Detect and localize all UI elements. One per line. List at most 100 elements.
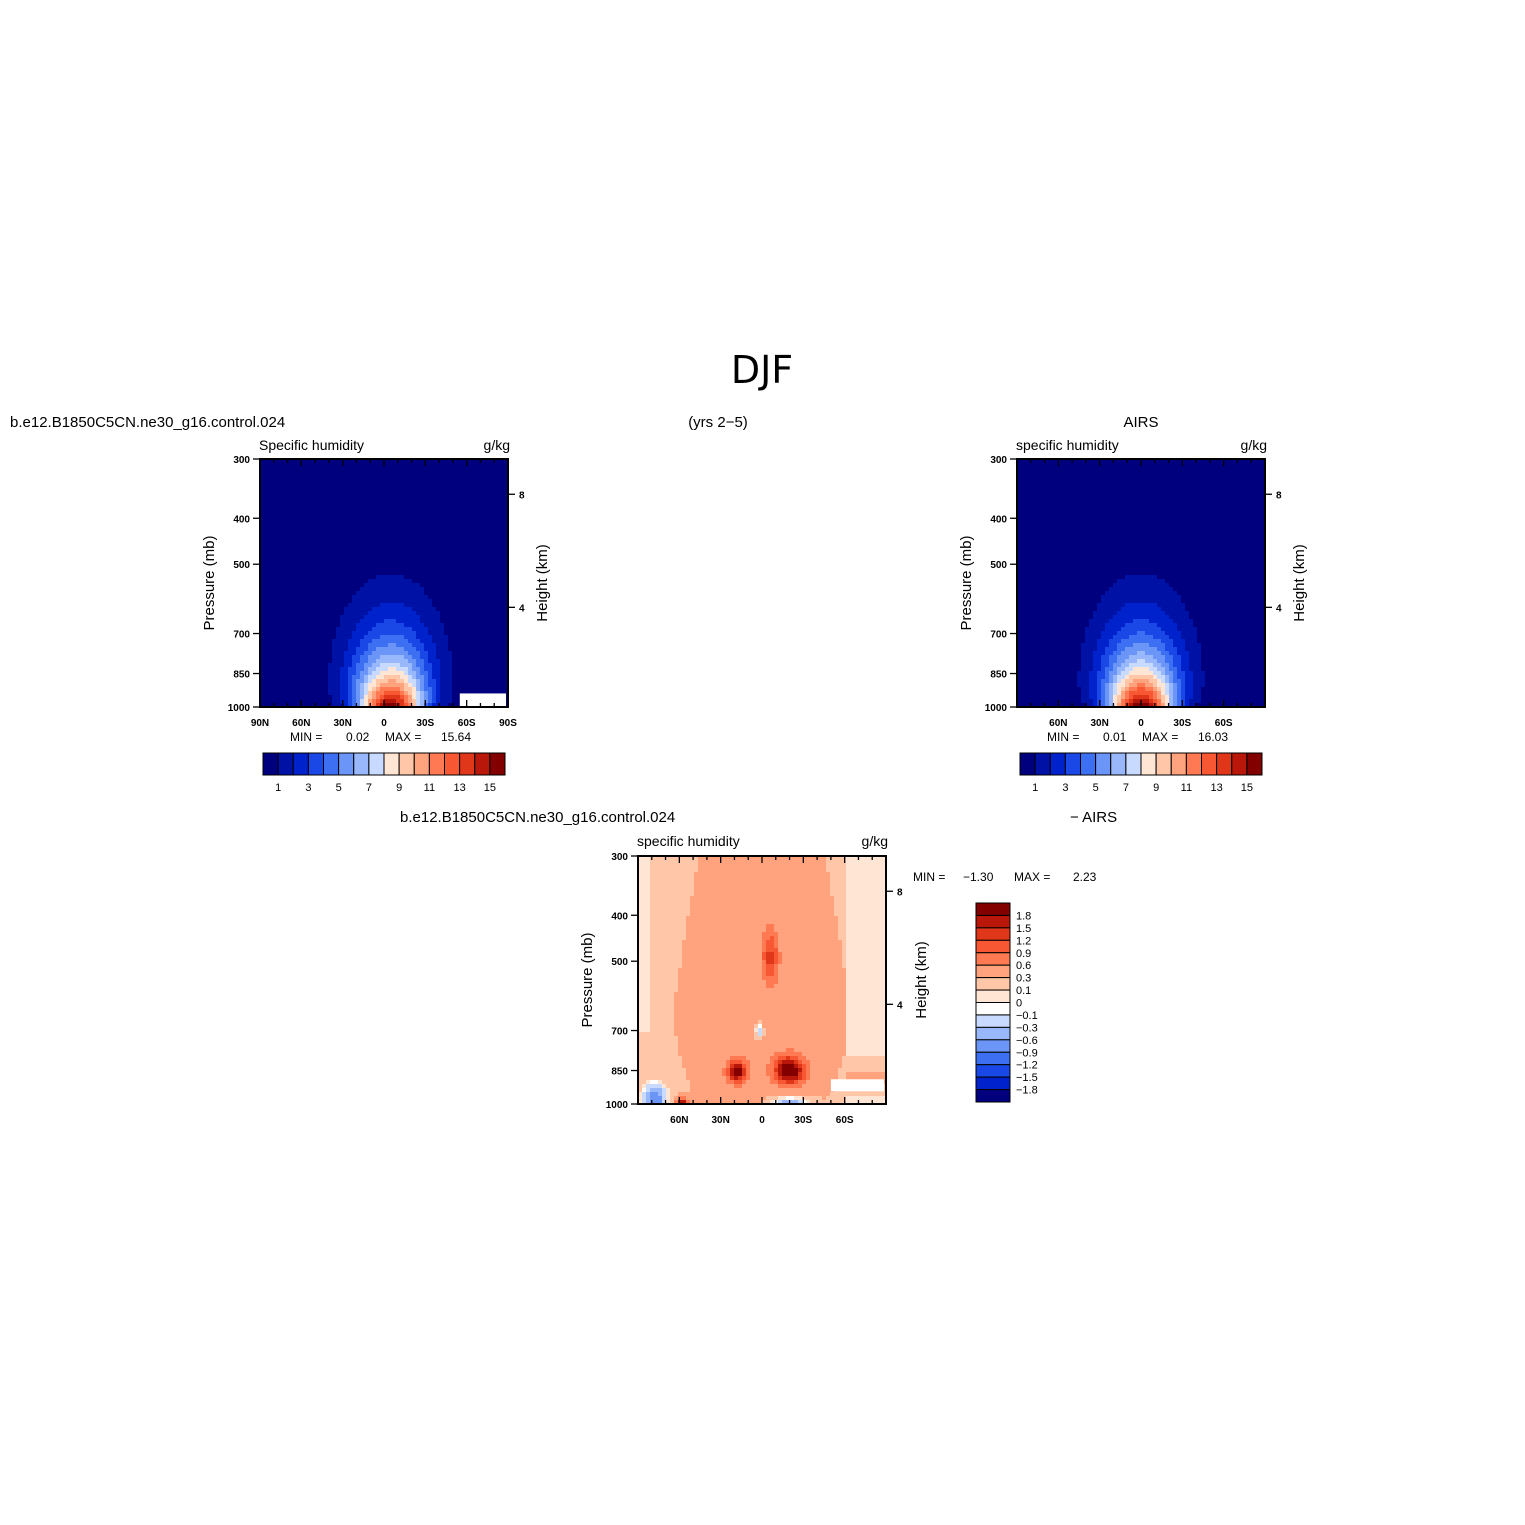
panel-model-cell	[292, 575, 297, 580]
panel-model-cell	[496, 467, 501, 472]
panel-model-cell	[308, 507, 313, 512]
panel-model-cell	[268, 543, 273, 548]
panel-model-cell	[312, 563, 317, 568]
panel-model-cell	[476, 499, 481, 504]
panel-model-cell	[480, 599, 485, 604]
panel-model-cell	[440, 503, 445, 508]
panel-model-cell	[348, 619, 353, 624]
panel-obs-cell	[1165, 487, 1170, 492]
panel-model-cell	[364, 567, 369, 572]
panel-model-cell	[264, 695, 269, 700]
panel-model-cell	[492, 611, 497, 616]
panel-obs-cell	[1025, 463, 1030, 468]
panel-model-cell	[500, 547, 505, 552]
panel-model-cell	[344, 611, 349, 616]
panel-model-cell	[420, 567, 425, 572]
panel-model-cell	[340, 615, 345, 620]
panel-model-cell	[324, 659, 329, 664]
panel-obs-cell	[1133, 511, 1138, 516]
panel-model-cell	[460, 563, 465, 568]
panel-model-cell	[352, 483, 357, 488]
panel-model-cell	[408, 695, 413, 700]
panel-obs-cell	[1129, 487, 1134, 492]
panel-model-cell	[272, 515, 277, 520]
panel-model-cell	[504, 603, 508, 608]
panel-model-cell	[476, 471, 481, 476]
panel-model-cell	[376, 523, 381, 528]
panel-model-cell	[500, 491, 505, 496]
panel-obs-cell	[1113, 523, 1118, 528]
panel-obs-cell	[1141, 511, 1146, 516]
panel-model-cell	[268, 687, 273, 692]
panel-obs-cell	[1121, 499, 1126, 504]
panel-obs-cell	[1073, 523, 1078, 528]
panel-model-cell	[360, 527, 365, 532]
panel-model-cell	[400, 527, 405, 532]
panel-model-cell	[416, 659, 421, 664]
panel-model-cell	[360, 495, 365, 500]
panel-obs-cell	[1101, 479, 1106, 484]
panel-model-cell	[284, 699, 289, 704]
panel-model-cell	[320, 551, 325, 556]
panel-model-units: g/kg	[484, 437, 510, 453]
panel-model-cell	[488, 687, 493, 692]
panel-obs-cell	[1213, 523, 1218, 528]
panel-model-cell	[464, 651, 469, 656]
panel-model-cell	[316, 615, 321, 620]
panel-model-cell	[372, 627, 377, 632]
panel-obs-cell	[1121, 515, 1126, 520]
panel-model-cell	[268, 667, 273, 672]
panel-obs-cell	[1217, 495, 1222, 500]
panel-model-cell	[408, 479, 413, 484]
panel-model-cell	[344, 699, 349, 704]
panel-model-cell	[372, 467, 377, 472]
panel-model-cell	[396, 567, 401, 572]
panel-model-cell	[412, 615, 417, 620]
panel-model-cell	[384, 571, 389, 576]
panel-model-cell	[472, 547, 477, 552]
panel-obs-cell	[1093, 503, 1098, 508]
panel-model-cell	[284, 643, 289, 648]
panel-obs-cell	[1041, 507, 1046, 512]
panel-model-cell	[440, 539, 445, 544]
panel-model-cell	[436, 623, 441, 628]
panel-model-cell	[388, 647, 393, 652]
panel-model-cell	[420, 643, 425, 648]
panel-model-cell	[452, 539, 457, 544]
panel-obs-cell	[1077, 503, 1082, 508]
panel-model-cell	[376, 463, 381, 468]
panel-obs-cell	[1221, 499, 1226, 504]
panel-model-cell	[488, 519, 493, 524]
panel-model-cell	[428, 467, 433, 472]
panel-obs-cell	[1049, 479, 1054, 484]
panel-obs-cell	[1125, 499, 1130, 504]
panel-model-cell	[468, 675, 473, 680]
panel-model-cell	[296, 679, 301, 684]
panel-model-cell	[320, 491, 325, 496]
panel-model-cell	[340, 511, 345, 516]
panel-obs-cell	[1081, 507, 1086, 512]
panel-model-cell	[280, 555, 285, 560]
panel-obs-cell	[1129, 523, 1134, 528]
panel-obs-cell	[1257, 471, 1262, 476]
panel-model-cell	[384, 575, 389, 580]
panel-model-cell	[384, 667, 389, 672]
panel-model-cell	[308, 615, 313, 620]
panel-model-cell	[280, 539, 285, 544]
panel-model-cell	[316, 575, 321, 580]
panel-obs-cell	[1133, 479, 1138, 484]
panel-model-cell	[504, 579, 508, 584]
panel-model-cell	[448, 679, 453, 684]
panel-obs-cell	[1217, 487, 1222, 492]
panel-model-cell	[460, 559, 465, 564]
panel-model-cell	[496, 495, 501, 500]
panel-model-cell	[416, 703, 421, 707]
panel-obs-cell	[1065, 515, 1070, 520]
panel-model-cell	[264, 599, 269, 604]
panel-obs-cell	[1257, 511, 1262, 516]
panel-obs-cell	[1081, 483, 1086, 488]
panel-model-cell	[500, 523, 505, 528]
panel-model-cell	[468, 463, 473, 468]
panel-model-cell	[340, 663, 345, 668]
